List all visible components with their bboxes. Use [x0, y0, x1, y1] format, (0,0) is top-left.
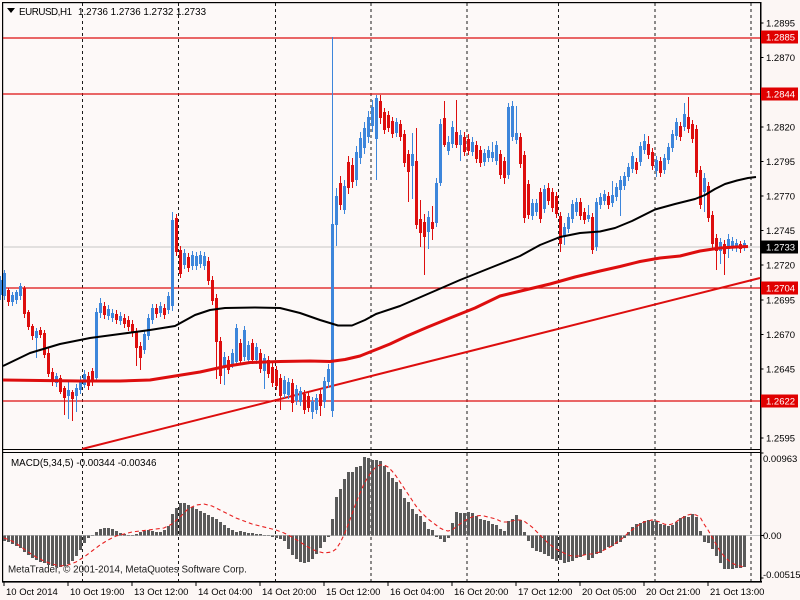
- svg-text:-0.00515: -0.00515: [763, 570, 800, 581]
- svg-text:17 Oct 12:00: 17 Oct 12:00: [518, 587, 572, 598]
- svg-text:15 Oct 12:00: 15 Oct 12:00: [326, 587, 380, 598]
- svg-text:MetaTrader, © 2001-2014, MetaQ: MetaTrader, © 2001-2014, MetaQuotes Soft…: [8, 565, 247, 576]
- svg-text:20 Oct 21:00: 20 Oct 21:00: [646, 587, 700, 598]
- svg-text:1.2645: 1.2645: [766, 365, 795, 376]
- svg-text:1.2820: 1.2820: [766, 122, 795, 133]
- svg-text:14 Oct 20:00: 14 Oct 20:00: [262, 587, 316, 598]
- svg-text:20 Oct 05:00: 20 Oct 05:00: [582, 587, 636, 598]
- svg-text:1.2870: 1.2870: [766, 53, 795, 64]
- svg-text:1.2622: 1.2622: [766, 397, 795, 408]
- svg-text:1.2745: 1.2745: [766, 226, 795, 237]
- svg-text:21 Oct 13:00: 21 Oct 13:00: [710, 587, 764, 598]
- svg-text:1.2736 1.2736 1.2732 1.2733: 1.2736 1.2736 1.2732 1.2733: [78, 7, 207, 18]
- svg-text:16 Oct 04:00: 16 Oct 04:00: [390, 587, 444, 598]
- svg-text:0.00963: 0.00963: [763, 454, 797, 465]
- svg-text:1.2695: 1.2695: [766, 295, 795, 306]
- svg-text:1.2595: 1.2595: [766, 434, 795, 445]
- svg-text:0.00: 0.00: [763, 531, 782, 542]
- svg-text:MACD(5,34,5) -0.00344 -0.00346: MACD(5,34,5) -0.00344 -0.00346: [11, 458, 157, 469]
- svg-text:1.2670: 1.2670: [766, 330, 795, 341]
- svg-text:1.2720: 1.2720: [766, 261, 795, 272]
- svg-text:1.2704: 1.2704: [766, 284, 795, 295]
- svg-text:16 Oct 20:00: 16 Oct 20:00: [454, 587, 508, 598]
- svg-text:10 Oct 2014: 10 Oct 2014: [6, 587, 58, 598]
- svg-text:1.2733: 1.2733: [766, 243, 795, 254]
- svg-text:1.2895: 1.2895: [766, 19, 795, 30]
- svg-text:1.2844: 1.2844: [766, 90, 795, 101]
- svg-text:1.2885: 1.2885: [766, 33, 795, 44]
- svg-text:10 Oct 19:00: 10 Oct 19:00: [70, 587, 124, 598]
- svg-text:1.2795: 1.2795: [766, 157, 795, 168]
- svg-text:1.2770: 1.2770: [766, 192, 795, 203]
- svg-text:EURUSD,H1: EURUSD,H1: [19, 7, 72, 18]
- svg-text:13 Oct 12:00: 13 Oct 12:00: [134, 587, 188, 598]
- svg-text:14 Oct 04:00: 14 Oct 04:00: [198, 587, 252, 598]
